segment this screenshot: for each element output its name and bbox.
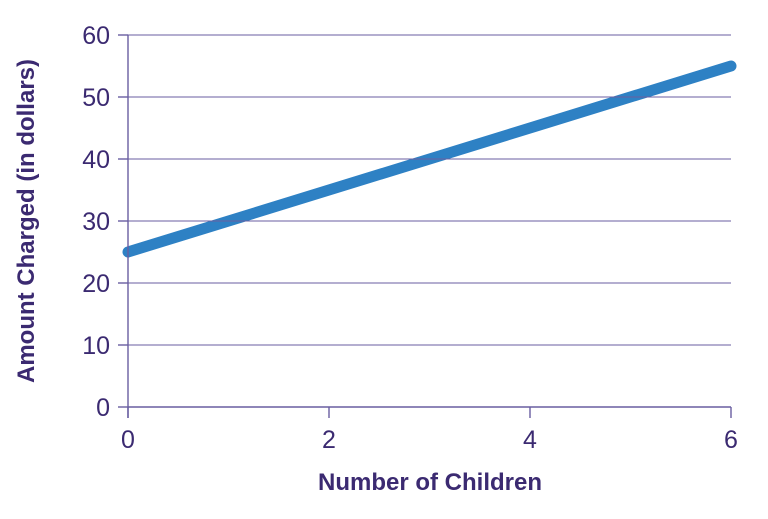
y-axis-label: Amount Charged (in dollars): [13, 59, 40, 383]
x-tick-label: 2: [322, 426, 336, 454]
y-tick-label: 0: [96, 394, 110, 422]
x-tick-label: 4: [523, 426, 537, 454]
y-tick-label: 30: [82, 208, 110, 236]
tick-marks: [118, 34, 732, 418]
y-tick-label: 50: [82, 84, 110, 112]
y-tick-label: 60: [82, 22, 110, 50]
x-tick-label: 6: [724, 426, 738, 454]
x-tick-label: 0: [121, 426, 135, 454]
y-tick-label: 10: [82, 332, 110, 360]
y-tick-label: 40: [82, 146, 110, 174]
x-axis-label: Number of Children: [318, 469, 542, 496]
grid-lines: [128, 34, 731, 346]
y-tick-label: 20: [82, 270, 110, 298]
tick-labels: 0 10 20 30 40 50 60 0 2 4 6: [82, 22, 738, 454]
axes: [127, 35, 731, 418]
